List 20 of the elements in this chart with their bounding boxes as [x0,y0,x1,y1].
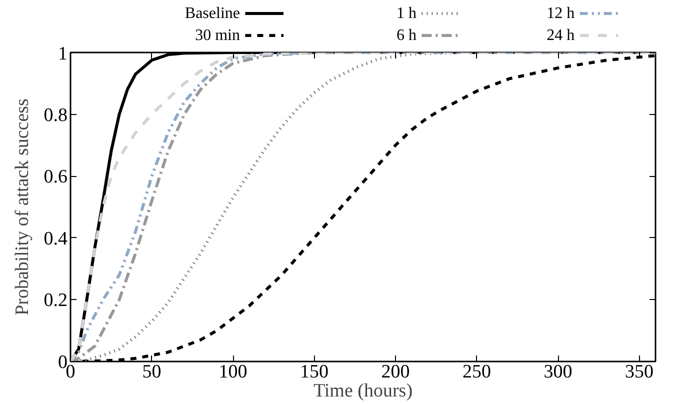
x-tick-label: 250 [462,362,491,382]
legend-label: 30 min [195,27,240,44]
x-tick-label: 50 [142,362,162,382]
legend-label: 12 h [546,5,575,22]
y-axis-title: Probability of attack success [12,98,33,316]
legend-label: 1 h [396,5,416,22]
x-tick-label: 350 [625,362,654,382]
x-axis-title: Time (hours) [313,380,413,402]
x-tick-label: 300 [544,362,572,382]
y-tick-label: 0.6 [44,166,68,188]
legend-label: 6 h [396,27,416,44]
x-tick-label: 150 [300,362,328,382]
y-tick-label: 0.2 [44,290,68,312]
y-tick-label: 1 [58,44,68,64]
y-tick-label: 0.8 [44,104,68,126]
legend-label: Baseline [184,5,240,22]
x-tick-label: 100 [218,362,248,382]
legend-label: 24 h [546,27,575,44]
y-tick-label: 0.4 [44,228,68,250]
x-tick-label: 200 [381,362,410,382]
